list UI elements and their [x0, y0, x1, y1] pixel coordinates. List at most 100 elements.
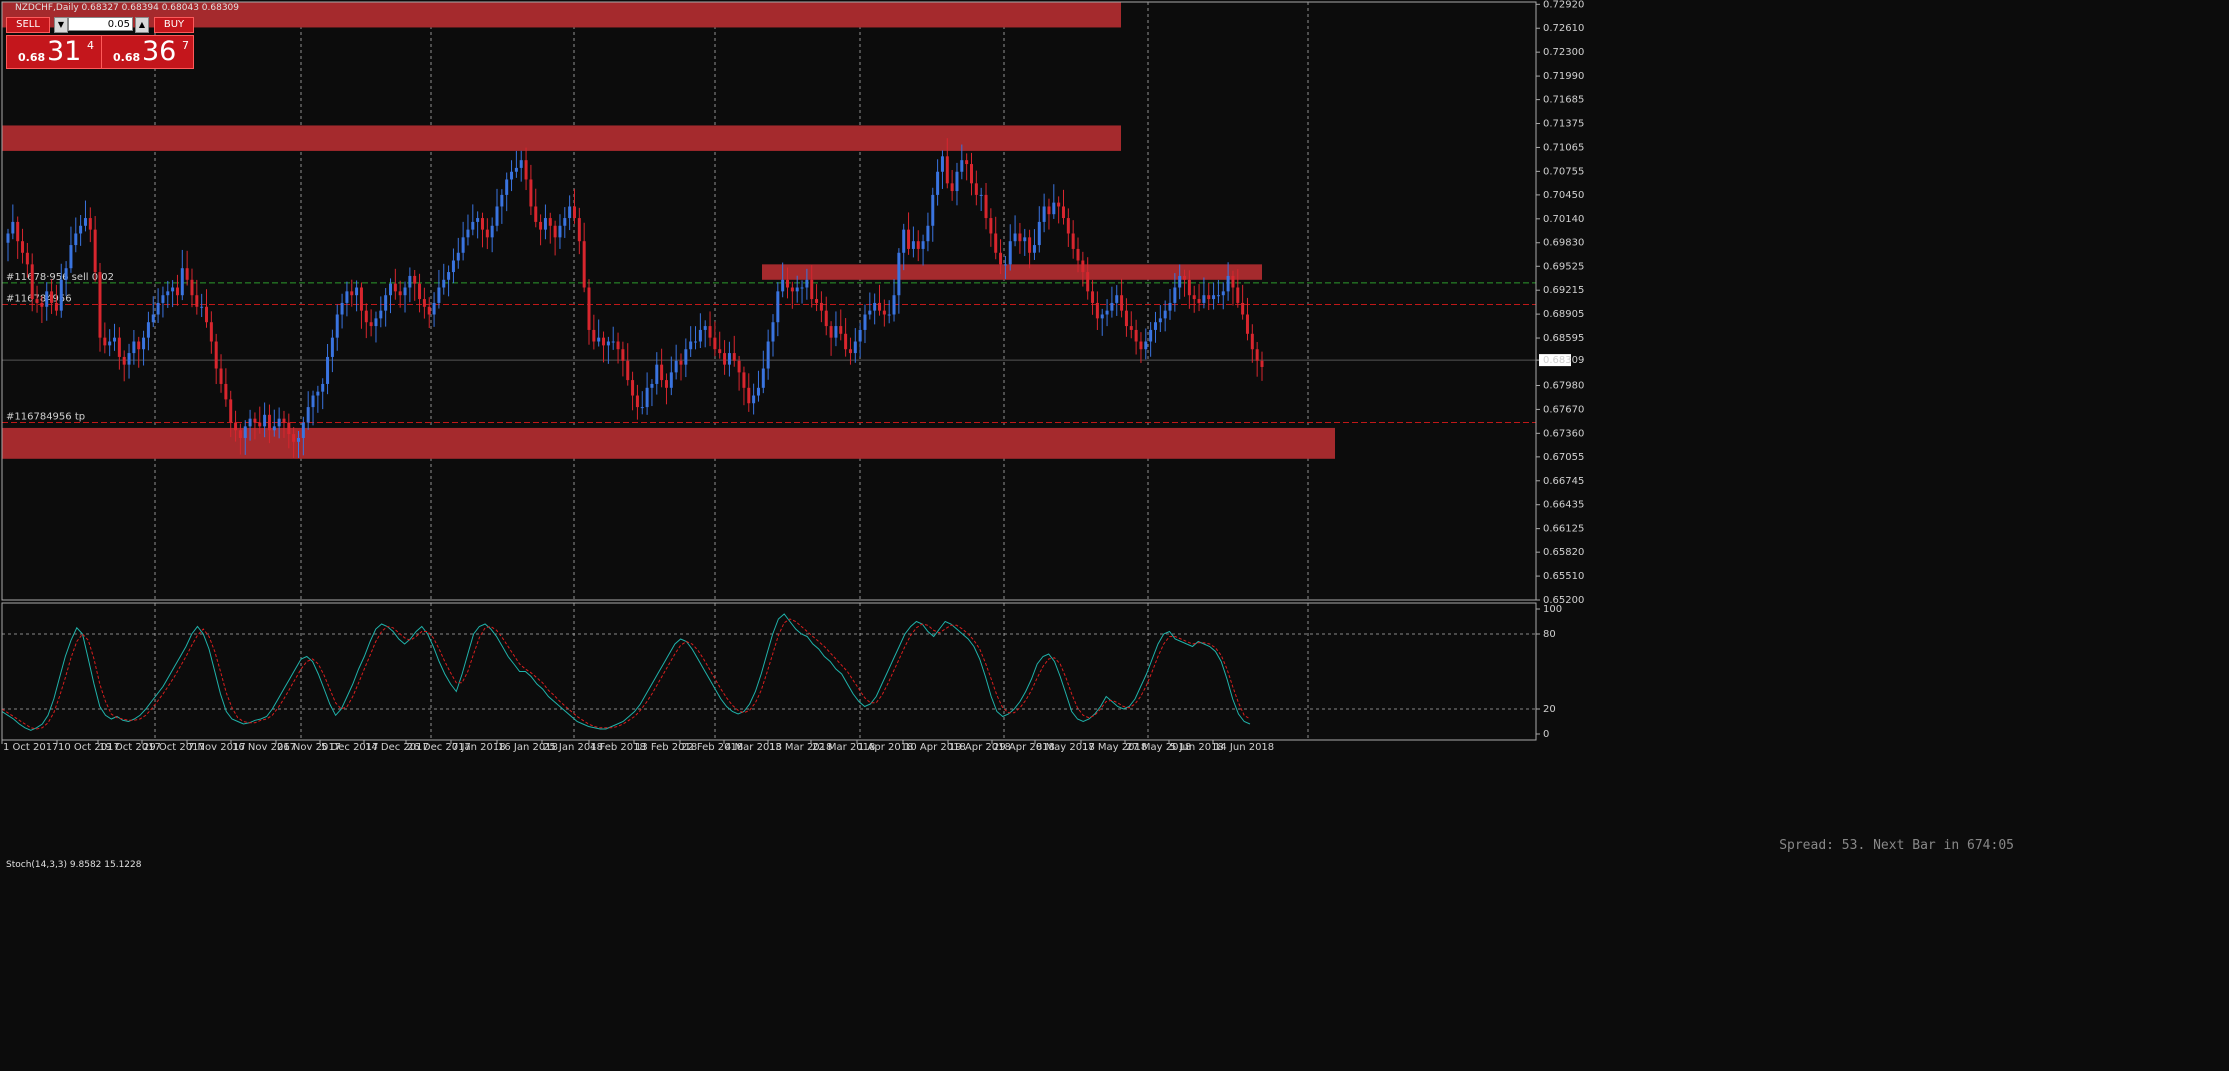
candle[interactable]: [713, 321, 717, 357]
candle[interactable]: [1158, 305, 1162, 333]
candle[interactable]: [388, 278, 392, 314]
candle[interactable]: [190, 268, 194, 308]
candle[interactable]: [655, 352, 659, 395]
candle[interactable]: [384, 288, 388, 327]
candle[interactable]: [1057, 196, 1061, 224]
candle[interactable]: [718, 331, 722, 359]
candle[interactable]: [64, 261, 68, 296]
candle[interactable]: [621, 341, 625, 377]
candle[interactable]: [650, 379, 654, 407]
candle[interactable]: [364, 303, 368, 339]
candle[interactable]: [1047, 198, 1051, 230]
candle[interactable]: [359, 282, 363, 329]
candle[interactable]: [1003, 255, 1007, 280]
candle[interactable]: [132, 330, 136, 365]
candle[interactable]: [1245, 297, 1249, 341]
candle[interactable]: [815, 284, 819, 312]
candle[interactable]: [117, 327, 121, 370]
candle[interactable]: [205, 289, 209, 328]
lot-size-input[interactable]: 0.05: [68, 17, 133, 31]
candle[interactable]: [50, 279, 54, 314]
candle[interactable]: [137, 336, 141, 368]
candle[interactable]: [519, 150, 523, 182]
candle[interactable]: [984, 183, 988, 230]
candle[interactable]: [229, 390, 233, 438]
candle[interactable]: [1197, 284, 1201, 312]
candle[interactable]: [234, 410, 238, 442]
candle[interactable]: [510, 160, 514, 192]
candle[interactable]: [127, 343, 131, 379]
candle[interactable]: [853, 328, 857, 363]
candle[interactable]: [326, 344, 330, 395]
candle[interactable]: [1037, 206, 1041, 253]
candle[interactable]: [476, 211, 480, 239]
candle[interactable]: [776, 282, 780, 337]
candle[interactable]: [592, 314, 596, 350]
candle[interactable]: [553, 220, 557, 256]
candle[interactable]: [577, 207, 581, 255]
candle[interactable]: [500, 189, 504, 224]
candle[interactable]: [103, 322, 107, 354]
candle[interactable]: [936, 159, 940, 206]
candle[interactable]: [171, 280, 175, 308]
candle[interactable]: [524, 147, 528, 191]
candle[interactable]: [6, 228, 10, 262]
candle[interactable]: [1134, 319, 1138, 355]
candle[interactable]: [698, 313, 702, 349]
candle[interactable]: [418, 273, 422, 313]
candle[interactable]: [1018, 222, 1022, 254]
candle[interactable]: [1008, 224, 1012, 271]
candle[interactable]: [490, 217, 494, 253]
candle[interactable]: [40, 295, 44, 324]
candle[interactable]: [1212, 282, 1216, 310]
candle[interactable]: [74, 217, 78, 253]
candle[interactable]: [994, 216, 998, 260]
candle[interactable]: [747, 373, 751, 412]
candle[interactable]: [1081, 251, 1085, 287]
candle[interactable]: [1202, 277, 1206, 309]
candle[interactable]: [839, 309, 843, 341]
candle[interactable]: [1236, 269, 1240, 308]
candle[interactable]: [737, 355, 741, 391]
candle[interactable]: [1013, 215, 1017, 247]
candle[interactable]: [442, 263, 446, 295]
candle[interactable]: [461, 221, 465, 261]
candle[interactable]: [350, 279, 354, 307]
candle[interactable]: [892, 279, 896, 322]
candle[interactable]: [834, 311, 838, 347]
candle[interactable]: [437, 269, 441, 309]
candle[interactable]: [723, 340, 727, 375]
candle[interactable]: [195, 279, 199, 315]
candle[interactable]: [25, 242, 29, 278]
candle[interactable]: [514, 150, 518, 178]
candle[interactable]: [393, 268, 397, 300]
candle[interactable]: [645, 372, 649, 415]
candle[interactable]: [950, 169, 954, 201]
candles-layer[interactable]: [6, 138, 1264, 458]
candle[interactable]: [1129, 311, 1133, 339]
candle[interactable]: [1042, 193, 1046, 233]
candle[interactable]: [999, 239, 1003, 274]
candle[interactable]: [548, 212, 552, 244]
candle[interactable]: [122, 350, 126, 382]
candle[interactable]: [16, 216, 20, 259]
candle[interactable]: [1231, 270, 1235, 306]
candle[interactable]: [858, 322, 862, 358]
candle[interactable]: [243, 420, 247, 455]
candle[interactable]: [1153, 311, 1157, 343]
candle[interactable]: [1115, 285, 1119, 316]
candle[interactable]: [1028, 229, 1032, 269]
candle[interactable]: [413, 269, 417, 301]
candle[interactable]: [471, 204, 475, 236]
candle[interactable]: [1061, 189, 1065, 225]
candle[interactable]: [684, 338, 688, 378]
candle[interactable]: [882, 299, 886, 327]
candle[interactable]: [1066, 208, 1070, 247]
candle[interactable]: [543, 204, 547, 240]
candle[interactable]: [79, 215, 83, 246]
candle[interactable]: [781, 262, 785, 298]
candle[interactable]: [263, 402, 267, 438]
candle[interactable]: [330, 329, 334, 373]
candle[interactable]: [664, 373, 668, 405]
candle[interactable]: [626, 343, 630, 386]
